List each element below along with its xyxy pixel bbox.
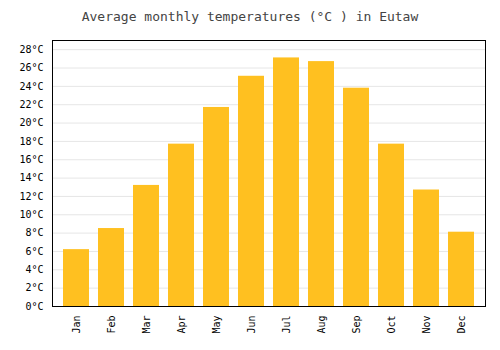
svg-text:8°C: 8°C bbox=[25, 227, 43, 238]
svg-text:Nov: Nov bbox=[421, 316, 432, 334]
svg-text:Jan: Jan bbox=[71, 316, 82, 334]
svg-text:18°C: 18°C bbox=[19, 136, 43, 147]
svg-text:14°C: 14°C bbox=[19, 172, 43, 183]
svg-text:Sep: Sep bbox=[351, 316, 362, 334]
svg-text:0°C: 0°C bbox=[25, 301, 43, 312]
svg-text:Oct: Oct bbox=[386, 316, 397, 334]
svg-text:20°C: 20°C bbox=[19, 117, 43, 128]
svg-text:24°C: 24°C bbox=[19, 81, 43, 92]
svg-text:May: May bbox=[211, 316, 222, 334]
svg-text:6°C: 6°C bbox=[25, 246, 43, 257]
svg-text:Dec: Dec bbox=[456, 316, 467, 334]
svg-text:Feb: Feb bbox=[106, 316, 117, 334]
svg-text:12°C: 12°C bbox=[19, 191, 43, 202]
svg-text:Jun: Jun bbox=[246, 316, 257, 334]
svg-text:28°C: 28°C bbox=[19, 44, 43, 55]
svg-text:Mar: Mar bbox=[141, 316, 152, 334]
svg-text:Jul: Jul bbox=[281, 316, 292, 334]
html-text:Average monthly temperatures (: Average monthly temperatures (°C ) in Eu… bbox=[81, 9, 419, 24]
svg-text:22°C: 22°C bbox=[19, 99, 43, 110]
svg-text:Apr: Apr bbox=[176, 316, 187, 334]
svg-text:4°C: 4°C bbox=[25, 264, 43, 275]
svg-text:10°C: 10°C bbox=[19, 209, 43, 220]
svg-text:2°C: 2°C bbox=[25, 282, 43, 293]
svg-text:26°C: 26°C bbox=[19, 62, 43, 73]
svg-text:Aug: Aug bbox=[316, 316, 327, 334]
svg-text:16°C: 16°C bbox=[19, 154, 43, 165]
